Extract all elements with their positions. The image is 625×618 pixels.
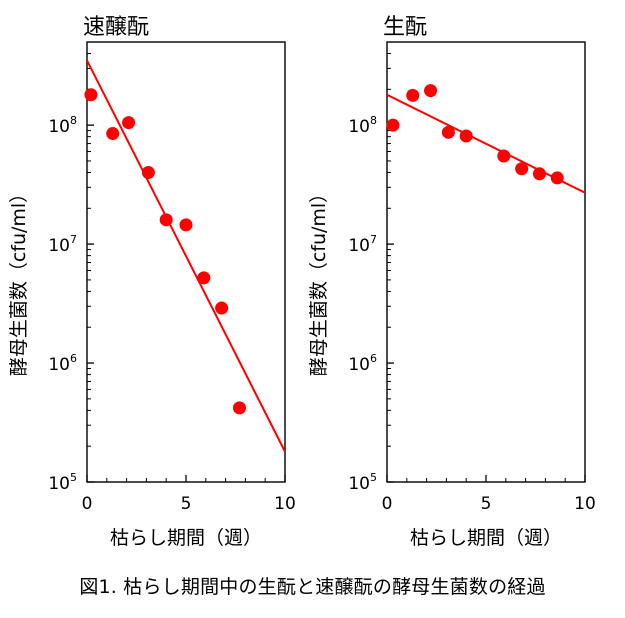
data-point [406, 88, 420, 102]
figure-caption: 図1. 枯らし期間中の生酛と速醸酛の酵母生菌数の経過 [79, 576, 546, 598]
data-point [497, 149, 511, 163]
data-point [84, 88, 98, 102]
y-tick-label: 105 [348, 471, 377, 494]
x-tick-label: 10 [574, 494, 596, 514]
data-point [197, 271, 211, 285]
chart-title: 生酛 [383, 15, 427, 40]
data-point [515, 162, 529, 176]
data-point [122, 116, 136, 130]
data-point [441, 125, 455, 139]
data-point [550, 171, 564, 185]
x-tick-label: 5 [181, 494, 192, 514]
y-axis-label: 酵母生菌数（cfu/ml） [308, 184, 330, 376]
chart-panel-1: 速醸酛 105 106 107 108 0 5 10 枯らし期間（週） 酵母生菌数（cfu/ml） [8, 15, 296, 549]
data-point [215, 301, 229, 315]
y-tick-label: 106 [48, 352, 77, 375]
y-tick-label: 105 [48, 471, 77, 494]
data-point [159, 213, 173, 227]
y-tick-label: 106 [348, 352, 377, 375]
x-tick-label: 5 [481, 494, 492, 514]
y-tick-label: 108 [348, 114, 377, 137]
chart-panel-2: 生酛 105 106 107 108 0 5 10 枯らし期間（週） 酵母生菌数（cfu/ml） [308, 15, 596, 549]
x-axis-label: 枯らし期間（週） [410, 527, 562, 549]
y-axis-label: 酵母生菌数（cfu/ml） [8, 184, 30, 376]
x-tick-label: 0 [382, 494, 393, 514]
trend-line [87, 59, 285, 453]
x-axis-label: 枯らし期間（週） [110, 527, 262, 549]
y-tick-label: 107 [48, 233, 77, 256]
data-point [179, 218, 193, 232]
data-point [424, 84, 438, 98]
data-point [141, 165, 155, 179]
x-tick-label: 0 [82, 494, 93, 514]
plot-frame [86, 41, 286, 483]
data-point [106, 127, 120, 141]
data-point [232, 401, 246, 415]
data-point [459, 129, 473, 143]
data-point [532, 167, 546, 181]
y-tick-label: 108 [48, 114, 77, 137]
x-tick-label: 10 [274, 494, 296, 514]
data-point [386, 118, 400, 132]
y-tick-label: 107 [348, 233, 377, 256]
plot-frame [386, 41, 586, 483]
chart-title: 速醸酛 [83, 15, 149, 40]
